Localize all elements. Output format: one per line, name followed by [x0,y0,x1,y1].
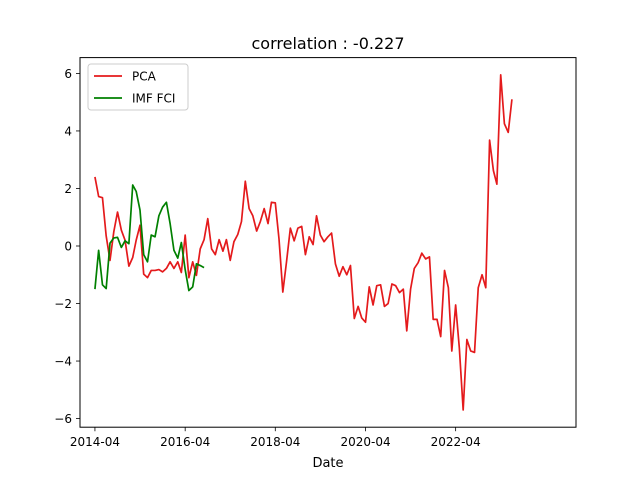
y-tick-label: 6 [64,67,72,81]
series-line-imf-fci [94,184,205,292]
y-tick-label: −4 [54,355,72,369]
x-tick-label: 2018-04 [250,435,300,449]
y-tick-label: −2 [54,297,72,311]
chart-title: correlation : -0.227 [252,34,405,53]
legend-label: IMF FCI [132,92,175,106]
y-tick-label: 4 [64,124,72,138]
x-axis: 2014-04 2016-04 2018-04 2020-04 2022-04 [70,427,481,449]
y-axis: −6 −4 −2 0 2 4 6 [54,67,80,426]
x-tick-label: 2020-04 [340,435,390,449]
series-line-pca [94,74,513,411]
legend: PCA IMF FCI [87,63,189,111]
y-tick-label: 0 [64,239,72,253]
plot-frame [79,57,577,428]
y-tick-label: −6 [54,412,72,426]
x-tick-label: 2022-04 [431,435,481,449]
x-tick-label: 2016-04 [160,435,210,449]
y-tick-label: 2 [64,182,72,196]
plot-area [94,74,513,411]
legend-label: PCA [132,70,157,84]
x-tick-label: 2014-04 [70,435,120,449]
x-axis-label: Date [312,456,343,471]
